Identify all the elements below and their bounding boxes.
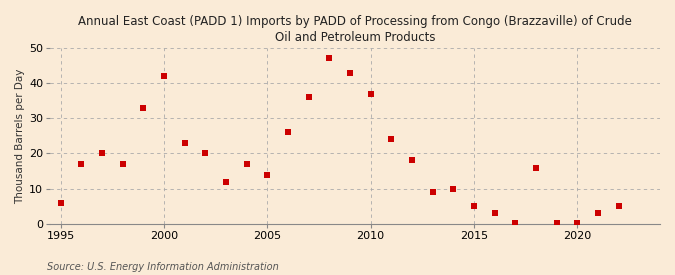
Point <box>159 74 169 78</box>
Point <box>427 190 438 194</box>
Point <box>551 221 562 225</box>
Point <box>200 151 211 156</box>
Point <box>55 200 66 205</box>
Title: Annual East Coast (PADD 1) Imports by PADD of Processing from Congo (Brazzaville: Annual East Coast (PADD 1) Imports by PA… <box>78 15 632 44</box>
Point <box>97 151 107 156</box>
Point <box>117 162 128 166</box>
Point <box>614 204 624 208</box>
Point <box>76 162 86 166</box>
Point <box>303 95 314 99</box>
Point <box>344 70 355 75</box>
Point <box>221 179 232 184</box>
Point <box>179 141 190 145</box>
Point <box>324 56 335 61</box>
Point <box>572 221 583 225</box>
Point <box>406 158 417 163</box>
Point <box>468 204 479 208</box>
Point <box>138 106 148 110</box>
Point <box>448 186 459 191</box>
Point <box>283 130 294 134</box>
Point <box>510 221 520 225</box>
Point <box>386 137 397 142</box>
Point <box>593 211 603 215</box>
Y-axis label: Thousand Barrels per Day: Thousand Barrels per Day <box>15 68 25 204</box>
Point <box>365 92 376 96</box>
Text: Source: U.S. Energy Information Administration: Source: U.S. Energy Information Administ… <box>47 262 279 272</box>
Point <box>241 162 252 166</box>
Point <box>262 172 273 177</box>
Point <box>531 165 541 170</box>
Point <box>489 211 500 215</box>
